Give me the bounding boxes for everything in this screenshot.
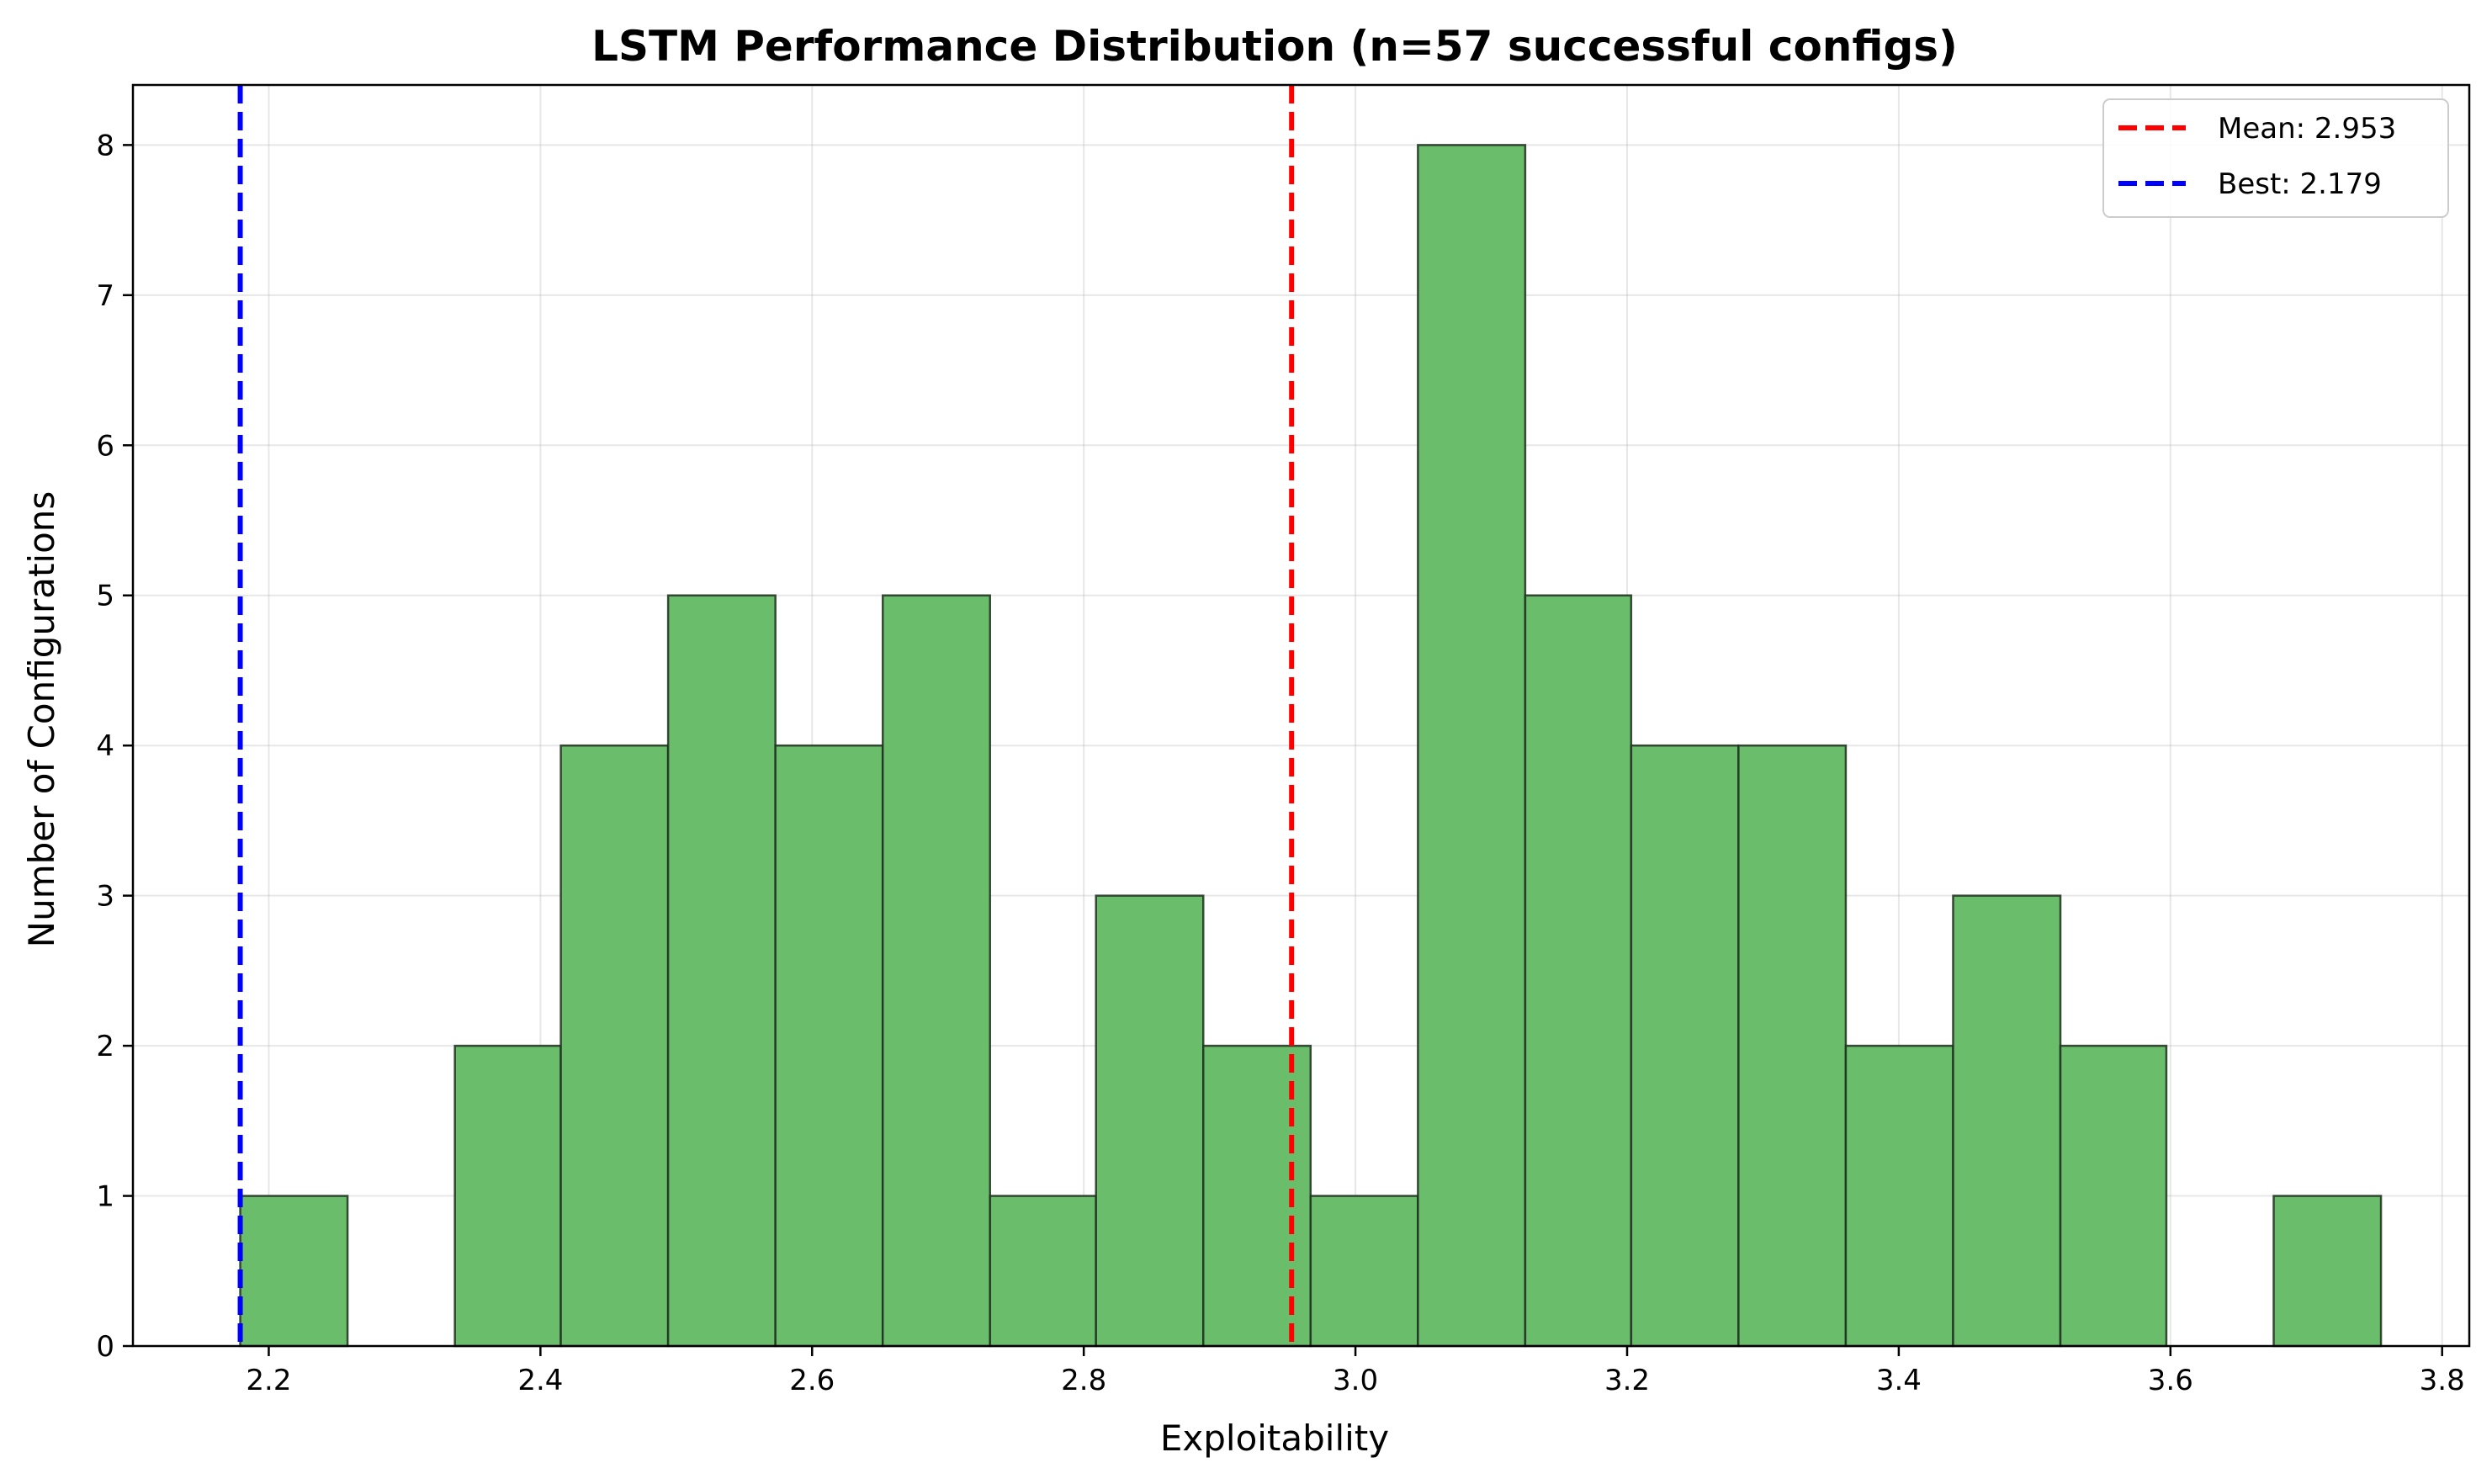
histogram-bar-19	[2272, 1195, 2383, 1348]
histogram-bar-9	[1202, 1044, 1312, 1348]
y-tick-label-0: 0	[96, 1330, 114, 1364]
histogram-bar-11	[1417, 144, 1527, 1348]
y-tick-label-8: 8	[96, 129, 114, 162]
legend-label-0: Mean: 2.953	[2218, 112, 2396, 146]
x-tick-label-4: 3.0	[1333, 1364, 1378, 1397]
y-tick-label-6: 6	[96, 429, 114, 463]
histogram-bar-2	[453, 1044, 562, 1348]
histogram-bar-16	[1952, 894, 2062, 1348]
reference-lines-layer	[237, 85, 1295, 1346]
x-tick-label-2: 2.6	[789, 1364, 835, 1397]
x-tick-label-8: 3.8	[2420, 1364, 2465, 1397]
legend-box	[2102, 98, 2449, 218]
y-tick-label-3: 3	[96, 880, 114, 914]
histogram-bar-0	[239, 1195, 349, 1348]
x-tick-label-5: 3.2	[1604, 1364, 1650, 1397]
y-tick-label-7: 7	[96, 279, 114, 313]
x-tick-label-7: 3.6	[2148, 1364, 2193, 1397]
ticks-layer: 2.2 2.4 2.6 2.8 3.0 3.2 3.4 3.6 3.8 0 1 2 3 4 5 6 7 8	[96, 129, 2464, 1397]
x-tick-label-3: 2.8	[1061, 1364, 1106, 1397]
y-tick-label-5: 5	[96, 580, 114, 613]
bars-layer	[239, 144, 2383, 1348]
chart-title: LSTM Performance Distribution (n=57 succ…	[591, 22, 1958, 71]
histogram-bar-8	[1095, 894, 1205, 1348]
histogram-bar-17	[2059, 1044, 2168, 1348]
histogram-bar-4	[666, 594, 777, 1348]
histogram-bar-7	[989, 1195, 1097, 1348]
y-tick-label-1: 1	[96, 1180, 114, 1214]
x-tick-label-1: 2.4	[517, 1364, 563, 1397]
histogram-bar-14	[1737, 744, 1848, 1348]
y-tick-label-4: 4	[96, 729, 114, 763]
histogram-bar-13	[1630, 744, 1740, 1348]
x-axis-label: Exploitability	[1160, 1418, 1389, 1459]
y-tick-label-2: 2	[96, 1030, 114, 1063]
histogram-bar-3	[559, 744, 670, 1348]
legend: Mean: 2.953 Best: 2.179	[2102, 98, 2449, 218]
histogram-bar-10	[1309, 1195, 1419, 1348]
plot-frame	[131, 83, 2471, 1348]
histogram-bar-12	[1524, 594, 1633, 1348]
histogram-bar-5	[774, 744, 884, 1348]
x-tick-label-6: 3.4	[1876, 1364, 1922, 1397]
histogram-bar-15	[1844, 1044, 1954, 1348]
legend-label-1: Best: 2.179	[2218, 167, 2382, 201]
histogram-bar-6	[881, 594, 992, 1348]
x-tick-label-0: 2.2	[246, 1364, 291, 1397]
y-axis-label: Number of Configurations	[21, 491, 62, 948]
